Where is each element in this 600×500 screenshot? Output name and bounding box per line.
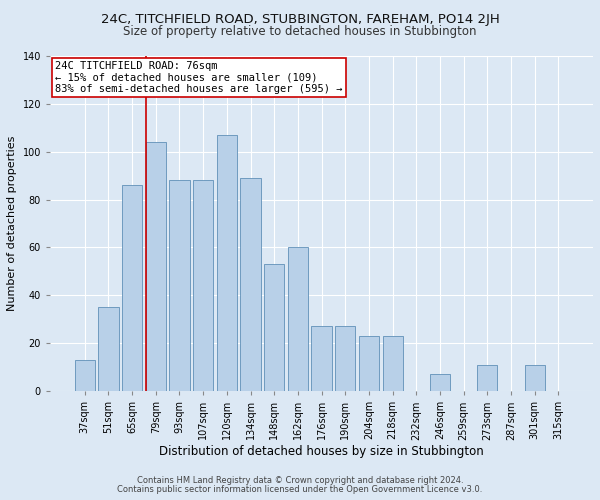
Text: Contains HM Land Registry data © Crown copyright and database right 2024.: Contains HM Land Registry data © Crown c… — [137, 476, 463, 485]
Bar — [524, 365, 545, 391]
Bar — [75, 360, 95, 391]
X-axis label: Distribution of detached houses by size in Stubbington: Distribution of detached houses by size … — [159, 445, 484, 458]
Bar — [288, 248, 308, 391]
Y-axis label: Number of detached properties: Number of detached properties — [7, 136, 17, 311]
Bar — [383, 336, 403, 391]
Text: 24C TITCHFIELD ROAD: 76sqm
← 15% of detached houses are smaller (109)
83% of sem: 24C TITCHFIELD ROAD: 76sqm ← 15% of deta… — [55, 61, 343, 94]
Bar — [217, 135, 237, 391]
Bar — [169, 180, 190, 391]
Bar — [335, 326, 355, 391]
Bar — [193, 180, 213, 391]
Bar — [477, 365, 497, 391]
Text: Size of property relative to detached houses in Stubbington: Size of property relative to detached ho… — [123, 25, 477, 38]
Bar — [430, 374, 450, 391]
Bar — [311, 326, 332, 391]
Bar — [241, 178, 260, 391]
Bar — [122, 185, 142, 391]
Bar — [264, 264, 284, 391]
Bar — [146, 142, 166, 391]
Bar — [98, 308, 119, 391]
Text: 24C, TITCHFIELD ROAD, STUBBINGTON, FAREHAM, PO14 2JH: 24C, TITCHFIELD ROAD, STUBBINGTON, FAREH… — [101, 12, 499, 26]
Bar — [359, 336, 379, 391]
Text: Contains public sector information licensed under the Open Government Licence v3: Contains public sector information licen… — [118, 485, 482, 494]
